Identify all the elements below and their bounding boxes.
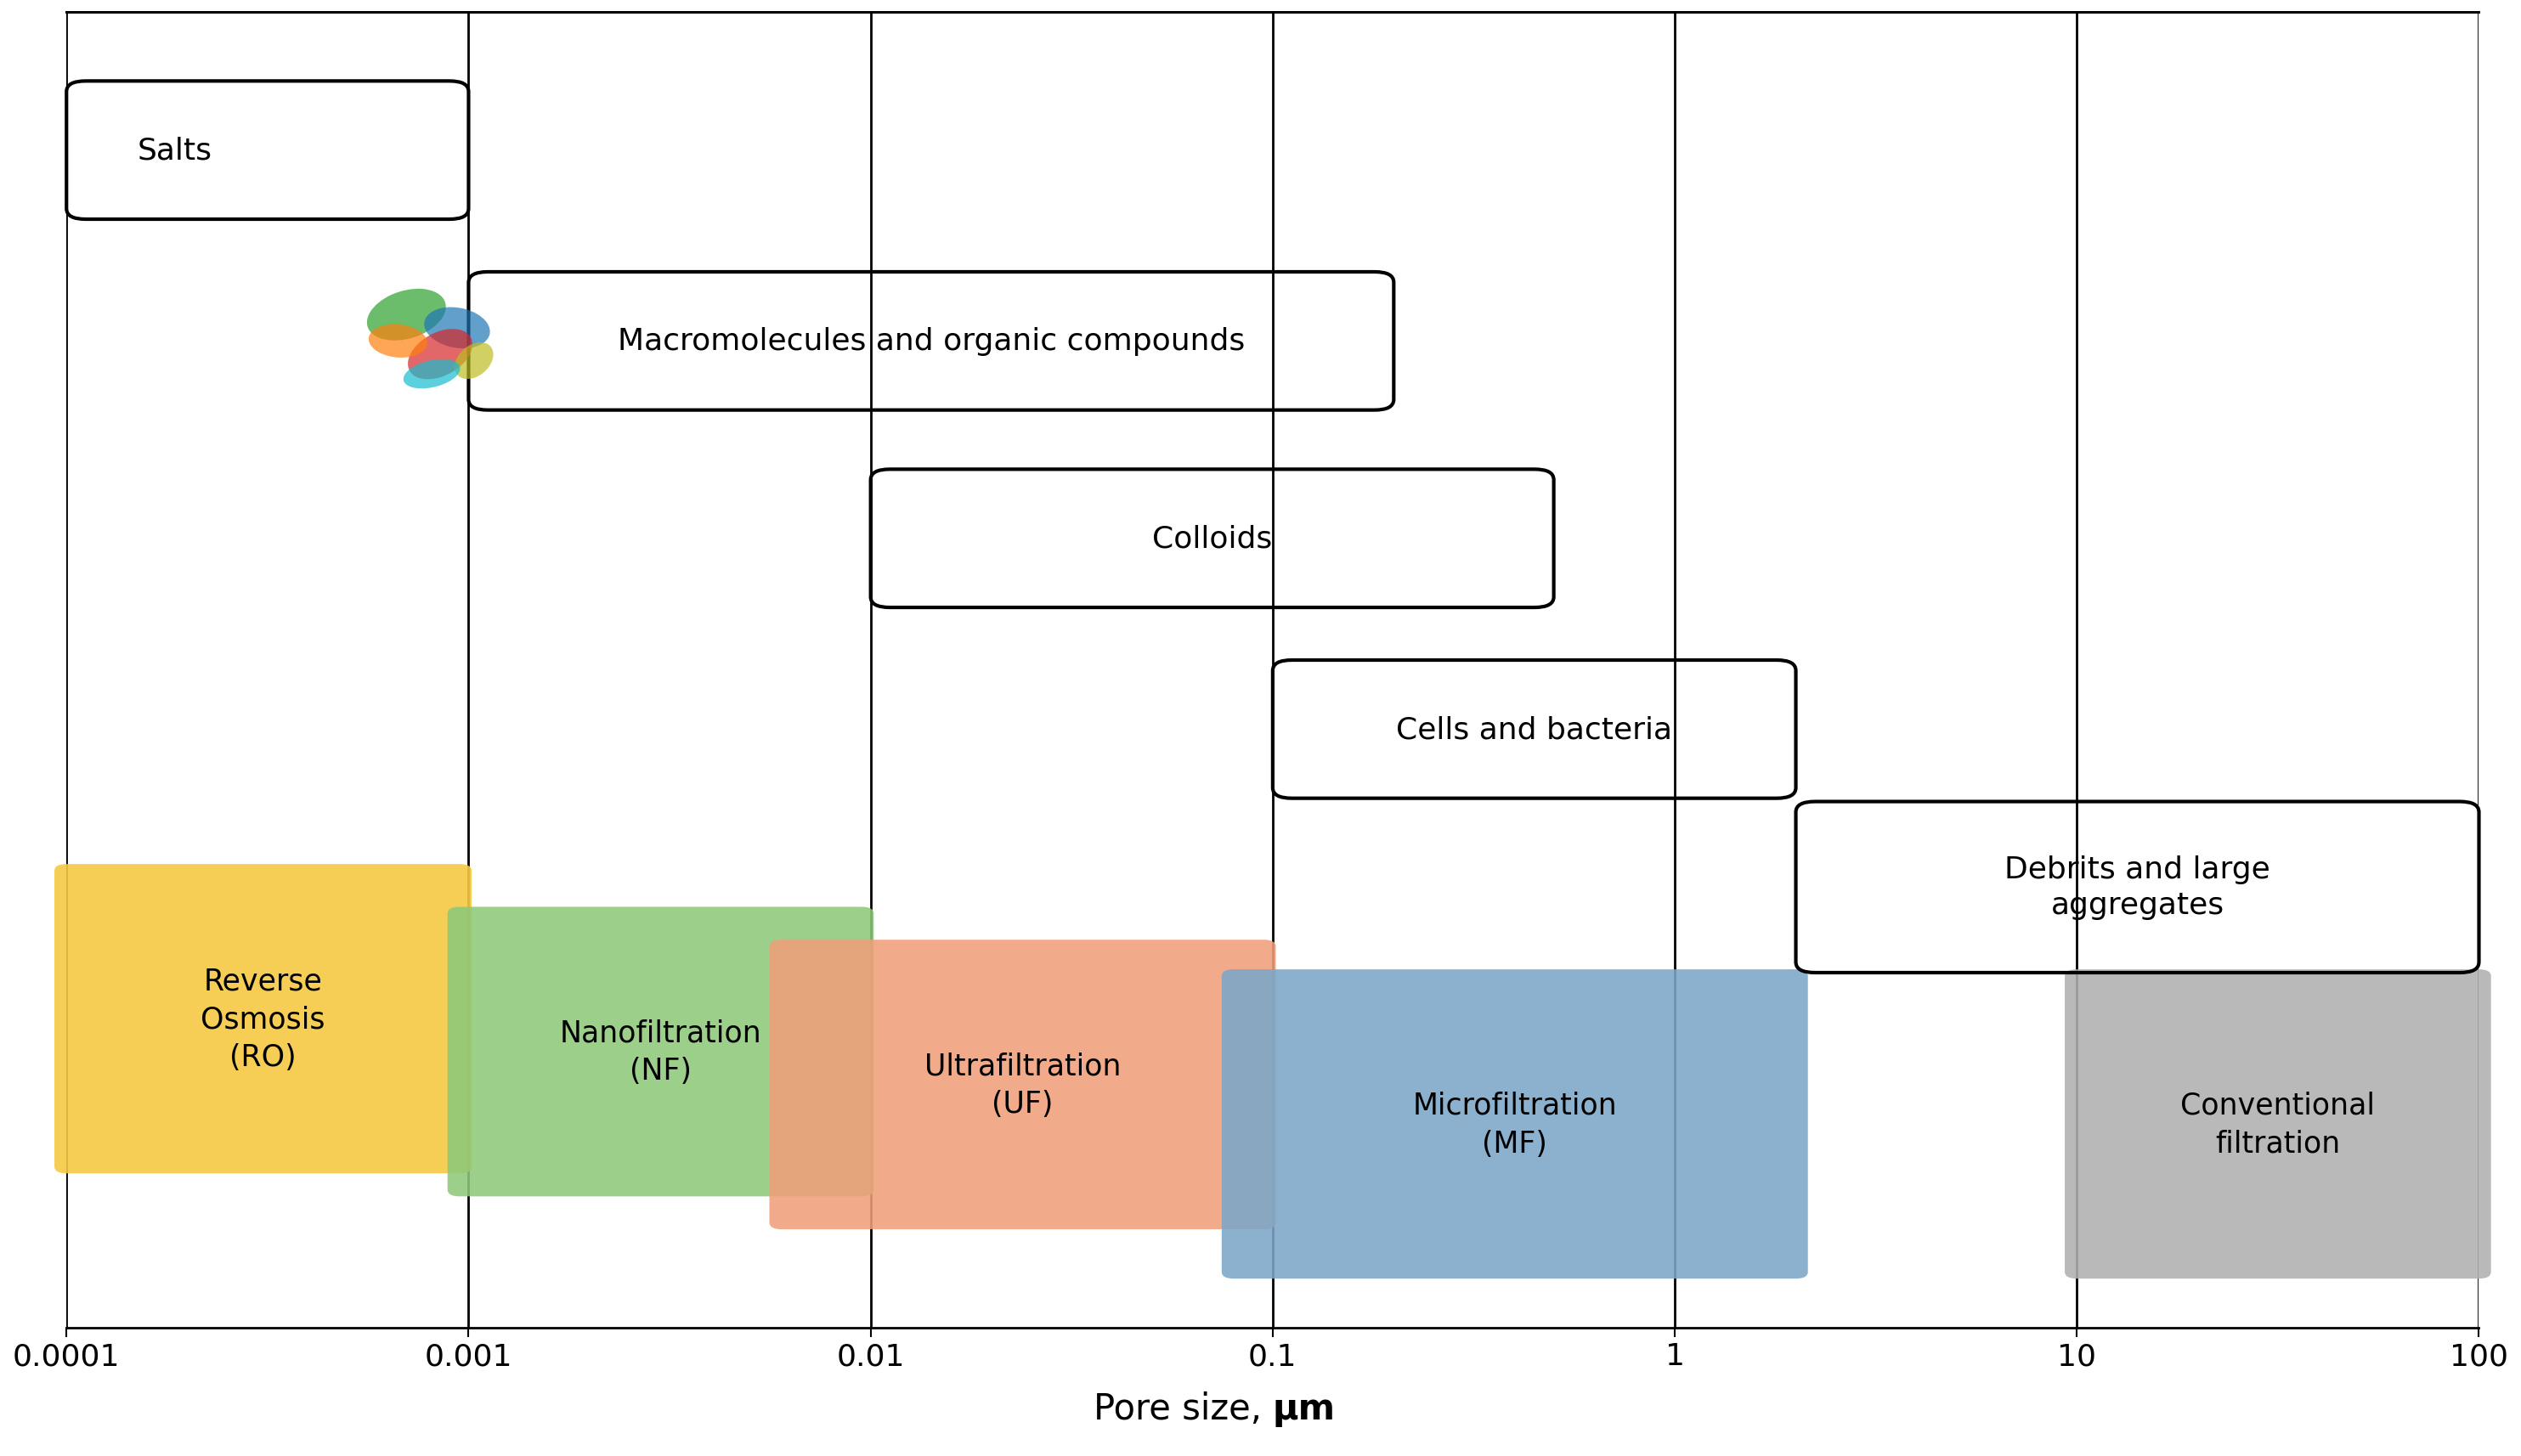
Text: Debrits and large
aggregates: Debrits and large aggregates: [2004, 855, 2271, 920]
FancyBboxPatch shape: [769, 941, 1276, 1229]
Text: Cells and bacteria: Cells and bacteria: [1397, 715, 1671, 744]
Text: Conventional
filtration: Conventional filtration: [2181, 1091, 2375, 1158]
FancyBboxPatch shape: [55, 865, 471, 1174]
FancyBboxPatch shape: [1223, 970, 1808, 1278]
FancyBboxPatch shape: [449, 907, 875, 1197]
FancyBboxPatch shape: [2065, 970, 2491, 1278]
Text: Microfiltration
(MF): Microfiltration (MF): [1412, 1091, 1616, 1158]
Text: Salts: Salts: [139, 137, 212, 166]
Text: Colloids: Colloids: [1152, 524, 1273, 553]
Text: Pore size,: Pore size,: [1094, 1390, 1273, 1425]
Text: Ultrafiltration
(UF): Ultrafiltration (UF): [925, 1051, 1122, 1118]
Text: μm: μm: [1273, 1390, 1336, 1425]
Text: Reverse
Osmosis
(RO): Reverse Osmosis (RO): [202, 967, 325, 1072]
Text: Nanofiltration
(NF): Nanofiltration (NF): [560, 1018, 761, 1085]
Text: Macromolecules and organic compounds: Macromolecules and organic compounds: [618, 328, 1245, 357]
